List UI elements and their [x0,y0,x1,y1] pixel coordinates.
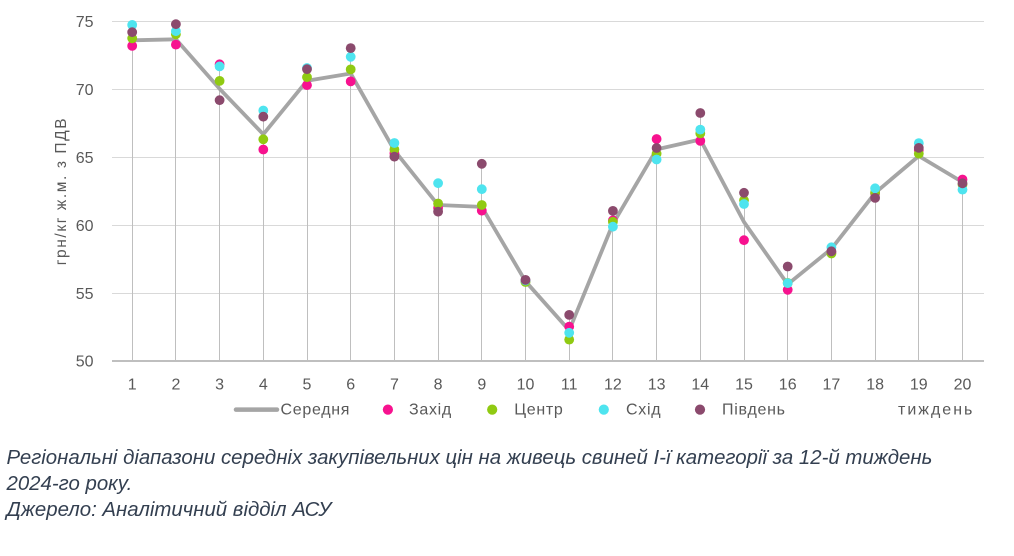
svg-text:1: 1 [128,376,137,393]
svg-text:Середня: Середня [281,402,351,419]
svg-text:5: 5 [303,376,312,393]
svg-text:8: 8 [434,376,443,393]
svg-text:9: 9 [477,376,486,393]
svg-text:3: 3 [215,376,224,393]
svg-text:7: 7 [390,376,399,393]
svg-text:55: 55 [76,286,94,303]
svg-text:75: 75 [76,14,94,31]
svg-text:Регіональні діапазони середніх: Регіональні діапазони середніх закупівел… [7,447,933,469]
svg-text:6: 6 [346,376,355,393]
svg-text:13: 13 [648,376,666,393]
svg-text:2: 2 [171,376,180,393]
svg-text:грн/кг ж.м. з ПДВ: грн/кг ж.м. з ПДВ [53,117,70,265]
svg-text:17: 17 [823,376,841,393]
svg-text:18: 18 [866,376,884,393]
svg-text:20: 20 [954,376,972,393]
svg-text:10: 10 [517,376,535,393]
svg-text:16: 16 [779,376,797,393]
svg-text:Центр: Центр [514,402,563,419]
svg-text:15: 15 [735,376,753,393]
svg-text:Південь: Південь [722,402,786,419]
svg-text:11: 11 [561,376,578,393]
svg-text:60: 60 [76,218,94,235]
svg-text:12: 12 [604,376,622,393]
svg-text:65: 65 [76,150,94,167]
svg-text:14: 14 [691,376,709,393]
svg-text:70: 70 [76,82,94,99]
svg-text:тиждень: тиждень [898,402,974,419]
svg-text:19: 19 [910,376,928,393]
svg-text:4: 4 [259,376,268,393]
svg-text:Захід: Захід [409,402,452,419]
svg-text:Джерело: Аналітичний відділ АС: Джерело: Аналітичний відділ АСУ [5,499,334,521]
svg-text:2024-го року.: 2024-го року. [6,473,133,495]
svg-text:Схід: Схід [626,402,661,419]
svg-text:50: 50 [76,354,94,371]
